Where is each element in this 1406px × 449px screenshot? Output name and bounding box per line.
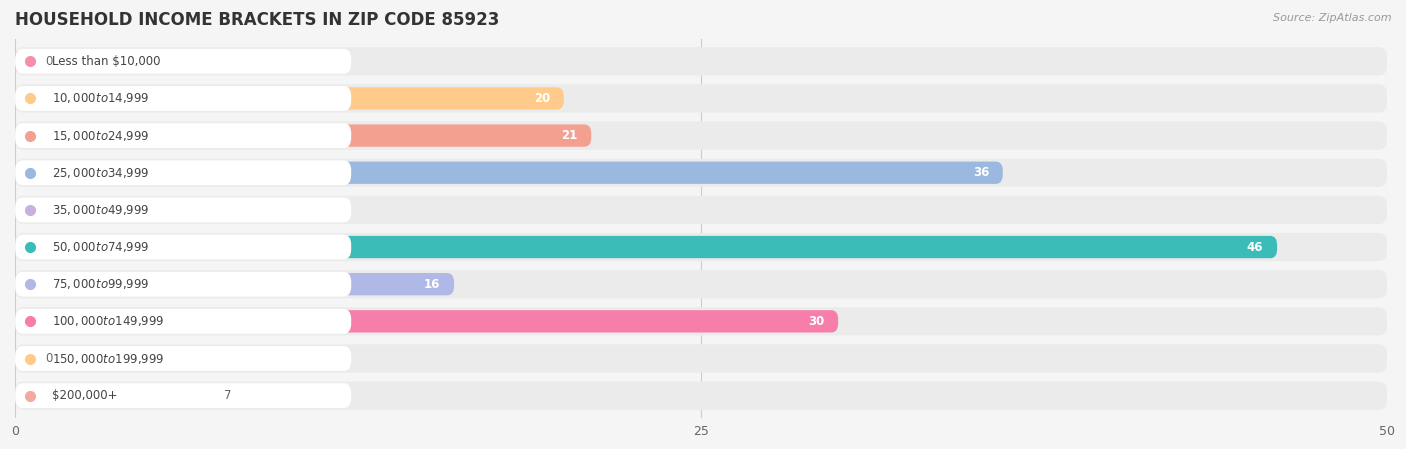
Text: 30: 30 [808, 315, 824, 328]
FancyBboxPatch shape [15, 307, 1386, 335]
FancyBboxPatch shape [15, 235, 352, 260]
FancyBboxPatch shape [15, 384, 207, 407]
FancyBboxPatch shape [15, 196, 1386, 224]
FancyBboxPatch shape [15, 86, 352, 111]
Text: $10,000 to $14,999: $10,000 to $14,999 [52, 92, 149, 106]
FancyBboxPatch shape [15, 49, 352, 74]
FancyBboxPatch shape [15, 123, 352, 148]
FancyBboxPatch shape [15, 309, 352, 334]
FancyBboxPatch shape [15, 273, 454, 295]
FancyBboxPatch shape [15, 124, 592, 147]
Text: $200,000+: $200,000+ [52, 389, 118, 402]
FancyBboxPatch shape [15, 160, 352, 185]
FancyBboxPatch shape [15, 122, 1386, 150]
Text: 11: 11 [287, 203, 304, 216]
Text: 0: 0 [45, 55, 52, 68]
Text: $35,000 to $49,999: $35,000 to $49,999 [52, 203, 149, 217]
Text: 36: 36 [973, 166, 988, 179]
FancyBboxPatch shape [15, 270, 1386, 298]
FancyBboxPatch shape [15, 50, 30, 72]
Text: 21: 21 [561, 129, 578, 142]
Text: $25,000 to $34,999: $25,000 to $34,999 [52, 166, 149, 180]
FancyBboxPatch shape [15, 382, 1386, 410]
Text: $50,000 to $74,999: $50,000 to $74,999 [52, 240, 149, 254]
FancyBboxPatch shape [15, 162, 1002, 184]
Text: 46: 46 [1247, 241, 1264, 254]
FancyBboxPatch shape [15, 84, 1386, 113]
FancyBboxPatch shape [15, 346, 352, 371]
Text: Source: ZipAtlas.com: Source: ZipAtlas.com [1274, 13, 1392, 23]
FancyBboxPatch shape [15, 233, 1386, 261]
FancyBboxPatch shape [15, 87, 564, 110]
FancyBboxPatch shape [15, 383, 352, 408]
FancyBboxPatch shape [15, 344, 1386, 373]
Text: $100,000 to $149,999: $100,000 to $149,999 [52, 314, 165, 328]
Text: 0: 0 [45, 352, 52, 365]
Text: HOUSEHOLD INCOME BRACKETS IN ZIP CODE 85923: HOUSEHOLD INCOME BRACKETS IN ZIP CODE 85… [15, 11, 499, 29]
FancyBboxPatch shape [15, 198, 352, 222]
Text: 16: 16 [425, 277, 440, 291]
FancyBboxPatch shape [15, 236, 1277, 258]
Text: $15,000 to $24,999: $15,000 to $24,999 [52, 128, 149, 143]
FancyBboxPatch shape [15, 272, 352, 297]
Text: $75,000 to $99,999: $75,000 to $99,999 [52, 277, 149, 291]
FancyBboxPatch shape [15, 47, 1386, 75]
Text: Less than $10,000: Less than $10,000 [52, 55, 160, 68]
FancyBboxPatch shape [15, 310, 838, 333]
FancyBboxPatch shape [15, 199, 316, 221]
Text: $150,000 to $199,999: $150,000 to $199,999 [52, 352, 165, 365]
Text: 20: 20 [534, 92, 550, 105]
FancyBboxPatch shape [15, 348, 30, 370]
Text: 7: 7 [224, 389, 231, 402]
FancyBboxPatch shape [15, 158, 1386, 187]
